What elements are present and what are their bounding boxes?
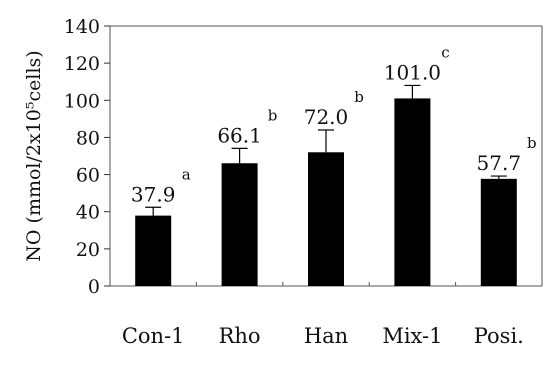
data-label: 57.7: [477, 151, 522, 175]
category-label: Posi.: [474, 324, 524, 348]
significance-letter: b: [268, 106, 278, 124]
x-axis-labels: Con-1 Rho Han Mix-1 Posi.: [122, 282, 524, 348]
category-label: Rho: [219, 324, 261, 348]
significance-letter: b: [354, 88, 364, 106]
bar: [394, 98, 431, 286]
y-tick-label: 140: [64, 16, 100, 38]
y-tick-label: 60: [76, 165, 100, 187]
y-axis: 0 20 40 60 80 100 120 140: [64, 16, 110, 298]
bar: [135, 215, 172, 286]
data-label: 72.0: [304, 105, 349, 129]
bar: [480, 178, 517, 286]
significance-letter: b: [527, 134, 537, 152]
category-label: Han: [304, 324, 348, 348]
y-tick-label: 0: [88, 276, 100, 298]
category-label: Mix-1: [382, 324, 442, 348]
data-label: 66.1: [217, 123, 262, 147]
bars-group: 37.9 a 66.1 b 72.0 b 101.0c 57.7 b: [131, 43, 537, 286]
bar: [221, 163, 258, 286]
significance-letter: c: [441, 43, 449, 61]
y-tick-label: 20: [76, 239, 100, 261]
y-tick-label: 100: [64, 90, 100, 112]
y-tick-label: 40: [76, 202, 100, 224]
significance-letter: a: [182, 165, 191, 183]
category-label: Con-1: [122, 324, 185, 348]
data-label: 37.9: [131, 182, 176, 206]
data-label: 101.0: [384, 60, 441, 84]
y-tick-label: 120: [64, 53, 100, 75]
y-axis-title: NO (mmol/2x10⁵cells): [23, 50, 45, 261]
bar: [308, 152, 344, 286]
y-tick-label: 80: [76, 127, 100, 149]
